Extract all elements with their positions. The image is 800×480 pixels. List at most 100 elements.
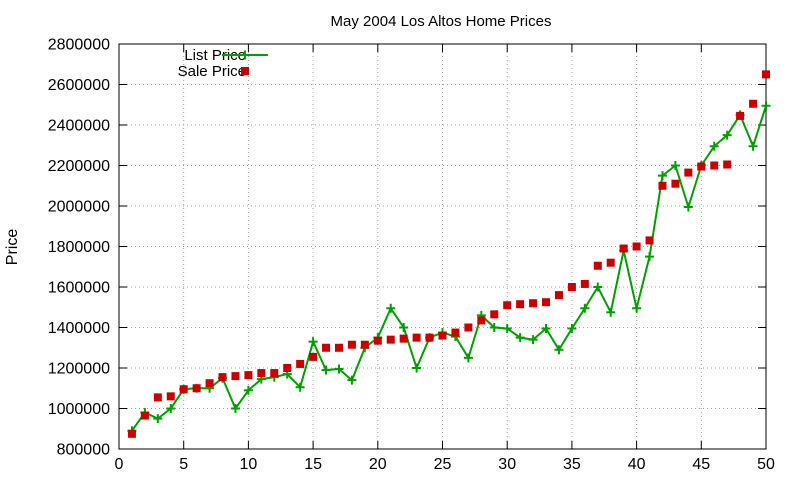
sale-price-point	[347, 340, 356, 349]
list-price-point	[593, 282, 603, 292]
chart-title: May 2004 Los Altos Home Prices	[331, 13, 552, 30]
sale-price-point	[244, 371, 253, 380]
sale-price-point	[684, 168, 693, 177]
sale-price-point	[697, 162, 706, 171]
sale-price-point	[762, 70, 770, 79]
list-price-point	[502, 324, 512, 334]
list-price-point	[166, 404, 176, 413]
sale-price-point	[542, 298, 551, 307]
sale-price-point	[516, 300, 525, 309]
x-tick-label: 0	[115, 456, 124, 473]
sale-price-point	[632, 242, 641, 251]
sale-price-point	[283, 364, 292, 372]
sale-price-point	[736, 111, 745, 120]
list-price-point	[515, 333, 525, 343]
sale-price-point	[127, 429, 136, 438]
sale-price-point	[464, 323, 473, 332]
list-price-point	[541, 324, 551, 334]
sale-price-point	[529, 299, 538, 308]
list-price-point	[580, 303, 590, 313]
x-tick-label: 10	[240, 456, 258, 473]
list-price-point	[567, 324, 577, 334]
sale-price-point	[166, 392, 175, 401]
list-price-point	[632, 303, 642, 313]
sale-price-point	[231, 372, 240, 381]
list-price-point	[761, 101, 771, 111]
x-tick-label: 30	[498, 456, 516, 473]
sale-price-point	[360, 340, 369, 349]
legend-label-sale-price: Sale Price	[178, 63, 246, 80]
sale-price-point	[606, 258, 615, 267]
sale-price-point	[503, 301, 512, 310]
sale-price-point	[438, 331, 447, 340]
y-tick-label: 1800000	[48, 239, 110, 256]
sale-price-point	[153, 393, 162, 402]
sale-price-point	[270, 369, 279, 378]
y-tick-label: 1400000	[48, 320, 110, 337]
list-price-point	[670, 161, 680, 170]
legend-label-list-price: List Price	[184, 47, 246, 64]
list-price-point	[321, 365, 331, 375]
sale-price-point	[658, 181, 667, 190]
sale-price-point	[477, 316, 486, 325]
sale-price-point	[399, 334, 408, 343]
list-price-point	[554, 345, 564, 355]
sale-price-point	[749, 99, 758, 108]
list-price-point	[657, 171, 667, 181]
list-price-point	[709, 141, 719, 151]
axes-layer: 800000 1000000 1200000 1400000 1600000 180000…	[48, 37, 775, 474]
sale-price-point	[334, 343, 343, 352]
sale-price-point	[451, 328, 460, 337]
sale-price-point	[580, 279, 589, 288]
y-tick-label: 1000000	[48, 401, 110, 418]
list-price-point	[347, 375, 357, 385]
list-price-point	[528, 335, 538, 345]
sale-price-point	[386, 335, 395, 344]
y-tick-label: 2000000	[48, 199, 110, 216]
list-price-point	[722, 130, 732, 140]
list-price-line	[131, 105, 767, 432]
sale-price-point	[554, 291, 563, 300]
list-price-point	[412, 363, 422, 373]
y-tick-label: 1200000	[48, 361, 110, 378]
sale-price-point	[218, 373, 227, 382]
sale-price-point	[671, 179, 680, 188]
y-tick-label: 2600000	[48, 77, 110, 94]
sale-price-point	[425, 333, 434, 342]
sale-price-point	[373, 336, 382, 345]
x-tick-label: 20	[369, 456, 387, 473]
sale-price-point	[192, 384, 201, 393]
list-price-point	[489, 323, 499, 332]
sale-price-point	[257, 369, 266, 378]
list-price-point	[399, 323, 409, 332]
x-tick-label: 35	[563, 456, 581, 473]
legend: List Price Sale Price	[178, 47, 268, 80]
sale-price-point	[567, 283, 576, 291]
sale-price-point	[412, 333, 421, 342]
sale-price-point	[140, 411, 149, 420]
y-tick-label: 2200000	[48, 158, 110, 175]
sale-price-point	[490, 310, 499, 319]
sale-price-point	[179, 385, 188, 394]
list-price-point	[463, 353, 473, 363]
list-price-point	[645, 252, 655, 262]
sale-price-point	[710, 161, 719, 170]
y-tick-label: 2800000	[48, 37, 110, 54]
list-price-point	[230, 404, 240, 413]
y-tick-label: 2400000	[48, 118, 110, 135]
x-tick-label: 5	[179, 456, 188, 473]
x-tick-label: 15	[304, 456, 322, 473]
sale-price-point	[205, 379, 214, 388]
list-price-point	[606, 307, 616, 317]
y-tick-label: 800000	[57, 442, 110, 459]
x-tick-label: 40	[628, 456, 646, 473]
sale-price-point	[619, 244, 628, 253]
series-layer	[127, 70, 771, 438]
list-price-point	[153, 414, 163, 424]
list-price-point	[334, 364, 344, 374]
sale-price-point	[296, 359, 305, 368]
x-tick-label: 45	[692, 456, 710, 473]
y-axis-label: Price	[4, 229, 21, 266]
y-tick-label: 1600000	[48, 280, 110, 297]
